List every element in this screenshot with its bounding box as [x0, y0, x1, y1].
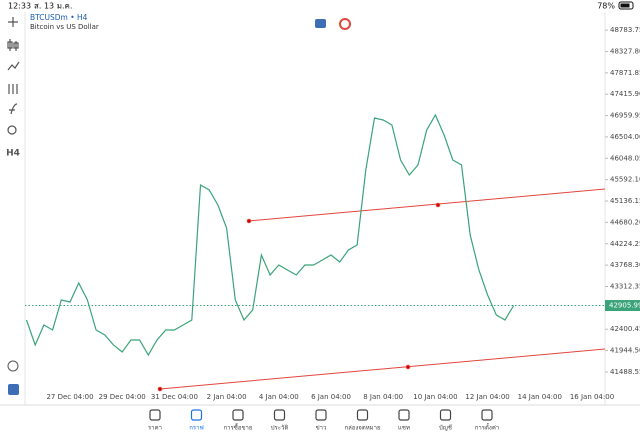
nav-icon[interactable] — [149, 409, 161, 421]
nav-label[interactable]: ราคา — [148, 425, 162, 432]
trade-button[interactable] — [315, 19, 326, 28]
nav-icon[interactable] — [398, 409, 410, 421]
x-tick-label: 31 Dec 04:00 — [151, 393, 198, 401]
x-tick-label: 27 Dec 04:00 — [46, 393, 93, 401]
x-tick-label: 10 Jan 04:00 — [413, 393, 457, 401]
y-tick-label: 45136.15 — [610, 197, 640, 205]
y-tick-label: 47415.90 — [610, 90, 640, 98]
battery-icon — [618, 1, 634, 10]
nav-icon[interactable] — [315, 409, 327, 421]
chart-subtitle: Bitcoin vs US Dollar — [30, 23, 99, 31]
x-tick-label: 29 Dec 04:00 — [99, 393, 146, 401]
settings-tool[interactable] — [8, 84, 18, 94]
trend-point[interactable] — [435, 202, 441, 208]
x-tick-label: 12 Jan 04:00 — [465, 393, 509, 401]
y-tick-label: 47871.85 — [610, 69, 640, 77]
function-tool[interactable] — [9, 103, 18, 115]
x-tick-label: 6 Jan 04:00 — [311, 393, 351, 401]
x-tick-label: 2 Jan 04:00 — [207, 393, 247, 401]
status-battery: 78% — [597, 2, 615, 11]
last-price-tag — [605, 300, 640, 312]
trend-point[interactable] — [405, 364, 411, 370]
y-tick-label: 43312.35 — [610, 282, 640, 290]
trend-lines — [157, 188, 606, 392]
indicator-tool[interactable] — [7, 61, 20, 71]
y-tick-label: 45592.10 — [610, 176, 640, 184]
left-toolbar — [7, 17, 20, 135]
y-tick-label: 41488.55 — [610, 368, 640, 376]
nav-icon[interactable] — [190, 409, 203, 421]
price-line — [25, 113, 515, 357]
history-tool[interactable] — [7, 360, 19, 372]
nav-label[interactable]: กล่องจดหมาย — [344, 425, 380, 432]
y-tick-label: 44224.25 — [610, 240, 640, 248]
shapes-tool[interactable] — [7, 125, 17, 135]
nav-label[interactable]: ประวัติ — [271, 425, 289, 432]
nav-label[interactable]: บัญชี — [439, 424, 452, 432]
nav-icon[interactable] — [439, 409, 452, 421]
y-tick-label: 46959.95 — [610, 112, 640, 120]
y-tick-label: 48327.80 — [610, 47, 640, 55]
nav-label[interactable]: ข่าว — [316, 425, 327, 432]
trend-line[interactable] — [247, 188, 606, 222]
trend-point[interactable] — [246, 218, 252, 224]
nav-label[interactable]: การซื้อขาย — [224, 422, 253, 432]
y-tick-label: 44680.20 — [610, 218, 640, 226]
oneclick-button[interactable] — [339, 18, 351, 30]
chart-title: BTCUSDm • H4 — [30, 13, 88, 22]
nav-label[interactable]: การตั้งค่า — [475, 422, 499, 432]
nav-icon[interactable] — [356, 409, 369, 421]
x-tick-label: 4 Jan 04:00 — [259, 393, 299, 401]
y-tick-label: 48783.75 — [610, 26, 640, 34]
crosshair-tool[interactable] — [8, 17, 18, 27]
status-time: 12:33 — [8, 2, 31, 11]
x-tick-label: 16 Jan 04:00 — [570, 393, 614, 401]
x-tick-label: 8 Jan 04:00 — [363, 393, 403, 401]
y-tick-label: 46048.05 — [610, 154, 640, 162]
nav-icon[interactable] — [232, 409, 244, 421]
y-tick-label: 46504.00 — [610, 133, 640, 141]
trend-line[interactable] — [159, 348, 606, 390]
nav-label[interactable]: แชท — [398, 425, 410, 432]
y-tick-label: 42400.45 — [610, 325, 640, 333]
nav-icon[interactable] — [481, 409, 493, 421]
nav-icon[interactable] — [273, 409, 286, 421]
nav-label[interactable]: กราฟ — [189, 425, 203, 432]
trend-point[interactable] — [157, 386, 163, 392]
x-tick-label: 14 Jan 04:00 — [518, 393, 562, 401]
battery-level — [620, 3, 630, 8]
y-tick-label: 41944.50 — [610, 347, 640, 355]
status-date: ส. 13 ม.ค. — [34, 2, 72, 11]
y-tick-label: 43768.30 — [610, 261, 640, 269]
chart-type-tool[interactable] — [7, 39, 19, 51]
broker-icon[interactable] — [8, 384, 19, 395]
last-price-label: 42905.99 — [609, 302, 640, 310]
timeframe[interactable]: H4 — [6, 149, 20, 159]
